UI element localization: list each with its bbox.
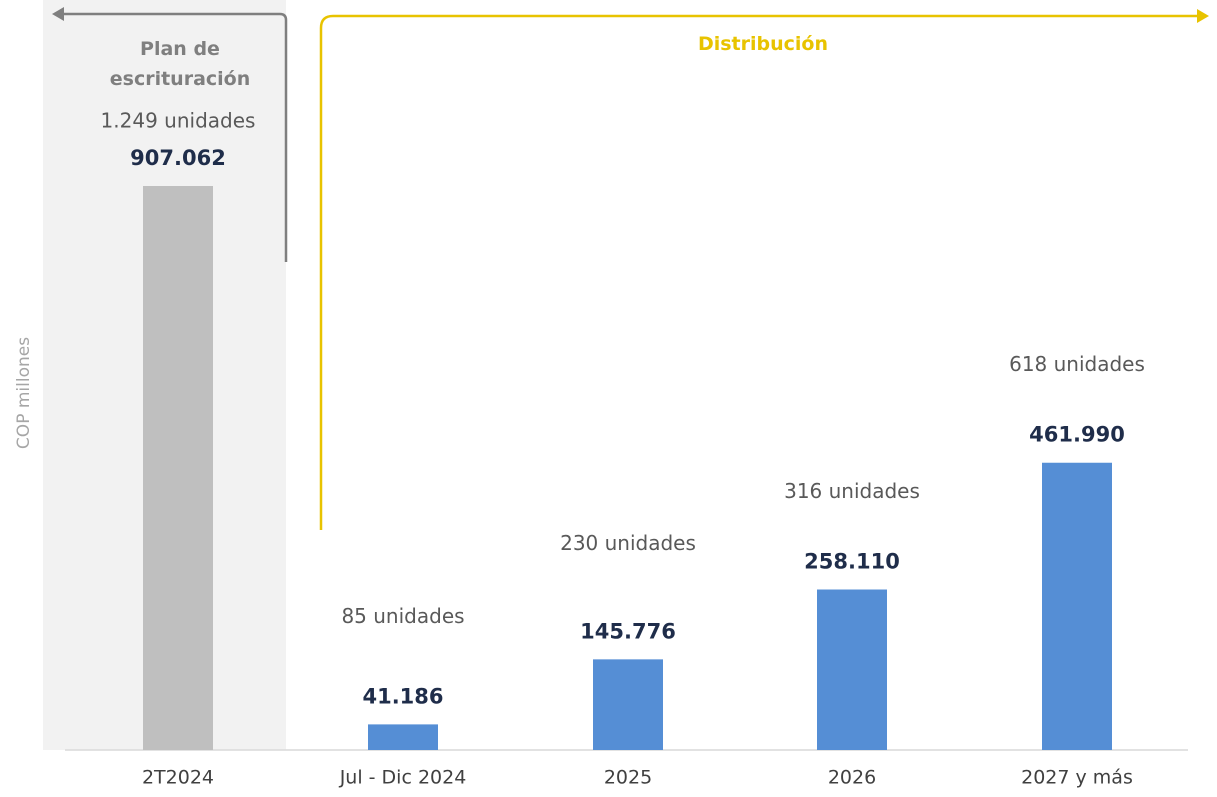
group-label: Plan de escrituración bbox=[109, 38, 251, 90]
unit-label: 230 unidades bbox=[560, 531, 696, 555]
value-label: 145.776 bbox=[580, 619, 676, 643]
unit-label: 1.249 unidades bbox=[101, 109, 256, 133]
unit-label: 316 unidades bbox=[784, 479, 920, 503]
x-tick-label: 2027 y más bbox=[1021, 767, 1133, 789]
unit-label: 618 unidades bbox=[1009, 352, 1145, 376]
bar bbox=[1042, 462, 1112, 750]
x-tick-label: Jul - Dic 2024 bbox=[339, 767, 467, 789]
value-label: 41.186 bbox=[362, 684, 443, 708]
bar bbox=[817, 589, 887, 750]
value-label: 258.110 bbox=[804, 550, 900, 574]
arrow-head bbox=[52, 7, 64, 21]
bar bbox=[368, 724, 438, 750]
y-axis-label: COP millones bbox=[14, 337, 34, 449]
value-label: 907.062 bbox=[130, 146, 226, 170]
x-tick-label: 2025 bbox=[604, 767, 652, 789]
bar bbox=[593, 659, 663, 750]
x-tick-label: 2T2024 bbox=[142, 767, 214, 789]
value-label: 461.990 bbox=[1029, 423, 1125, 447]
group-label: Distribución bbox=[697, 33, 829, 55]
group-bracket bbox=[62, 12, 288, 262]
unit-label: 85 unidades bbox=[341, 604, 464, 628]
group-bracket bbox=[319, 14, 1198, 530]
arrow-head bbox=[1197, 9, 1209, 23]
x-tick-label: 2026 bbox=[828, 767, 876, 789]
bar bbox=[143, 186, 213, 750]
